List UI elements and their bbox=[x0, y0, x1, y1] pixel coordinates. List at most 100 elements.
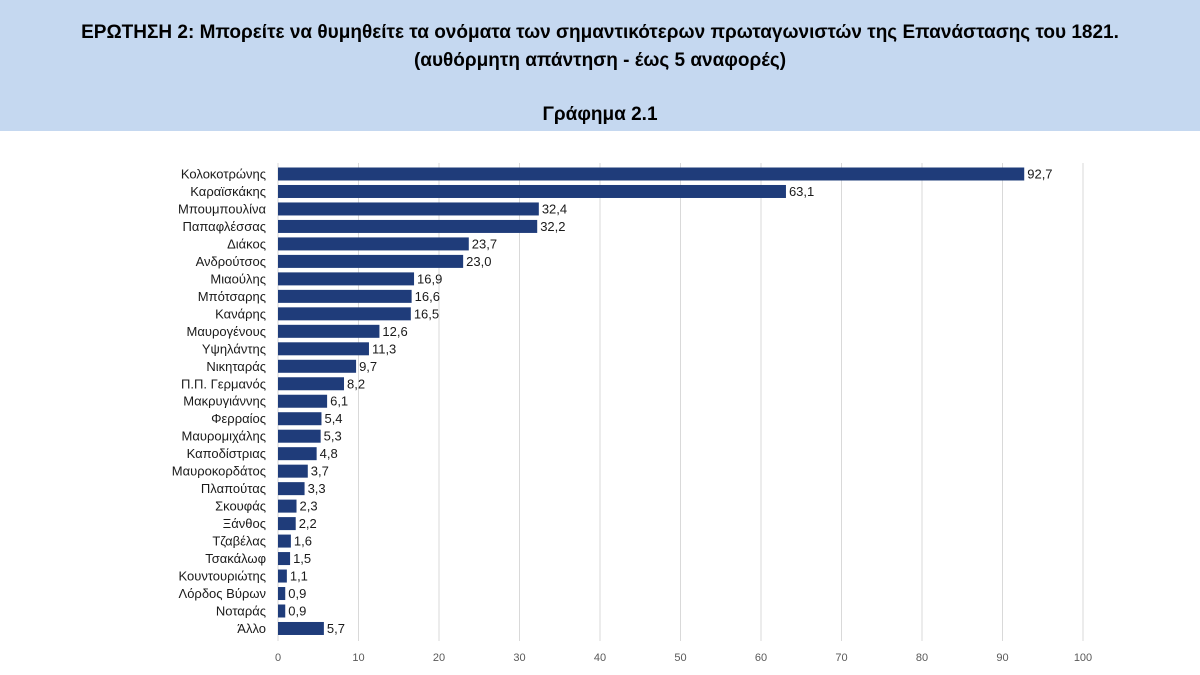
category-label: Κανάρης bbox=[215, 306, 266, 321]
data-label: 0,9 bbox=[288, 586, 306, 601]
category-label: Καποδίστριας bbox=[187, 446, 266, 461]
bar bbox=[278, 587, 286, 601]
bar bbox=[278, 621, 324, 635]
bar bbox=[278, 237, 469, 251]
data-label: 5,4 bbox=[324, 411, 342, 426]
data-label: 11,3 bbox=[372, 341, 396, 356]
x-tick-label: 70 bbox=[835, 652, 847, 664]
x-tick-label: 60 bbox=[755, 652, 767, 664]
bar bbox=[278, 534, 291, 548]
category-label: Μπουμπουλίνα bbox=[178, 201, 266, 216]
category-label: Μαυροκορδάτος bbox=[172, 464, 266, 479]
category-label: Σκουφάς bbox=[215, 499, 266, 514]
category-label: Τζαβέλας bbox=[212, 534, 266, 549]
data-label: 23,0 bbox=[466, 254, 491, 269]
bar bbox=[278, 412, 322, 426]
bar bbox=[278, 272, 415, 286]
graph-label: Γράφημα 2.1 bbox=[542, 104, 658, 125]
data-label: 1,1 bbox=[290, 569, 308, 584]
category-label: Παπαφλέσσας bbox=[182, 219, 266, 234]
header-banner: ΕΡΩΤΗΣΗ 2: Μπορείτε να θυμηθείτε τα ονόμ… bbox=[0, 0, 1200, 131]
bar bbox=[278, 569, 287, 583]
category-label: Υψηλάντης bbox=[202, 341, 266, 356]
x-tick-label: 40 bbox=[594, 652, 606, 664]
data-label: 0,9 bbox=[288, 604, 306, 619]
x-tick-label: 100 bbox=[1074, 652, 1092, 664]
category-label: Πλαπούτας bbox=[201, 481, 266, 496]
question-title: ΕΡΩΤΗΣΗ 2: Μπορείτε να θυμηθείτε τα ονόμ… bbox=[81, 22, 1119, 43]
bar bbox=[278, 184, 786, 198]
data-label: 5,3 bbox=[324, 429, 342, 444]
category-label: Καραϊσκάκης bbox=[190, 184, 266, 199]
data-label: 1,6 bbox=[294, 534, 312, 549]
category-label: Μιαούλης bbox=[210, 271, 266, 286]
data-label: 92,7 bbox=[1027, 167, 1052, 182]
data-label: 8,2 bbox=[347, 376, 365, 391]
bar bbox=[278, 552, 291, 566]
data-label: 23,7 bbox=[472, 236, 497, 251]
x-tick-label: 50 bbox=[674, 652, 686, 664]
category-label: Νοταράς bbox=[216, 604, 266, 619]
data-label: 2,3 bbox=[300, 499, 318, 514]
category-label: Διάκος bbox=[227, 236, 266, 251]
category-label: Π.Π. Γερμανός bbox=[181, 376, 266, 391]
category-label: Μαυρογένους bbox=[187, 324, 266, 339]
category-label: Μακρυγιάννης bbox=[183, 394, 266, 409]
bar bbox=[278, 464, 308, 478]
x-tick-label: 90 bbox=[996, 652, 1008, 664]
category-label: Λόρδος Βύρων bbox=[179, 586, 266, 601]
category-label: Μπότσαρης bbox=[198, 289, 266, 304]
data-label: 3,7 bbox=[311, 464, 329, 479]
category-label: Φερραίος bbox=[211, 411, 266, 426]
category-label: Κολοκοτρώνης bbox=[181, 167, 266, 182]
x-tick-label: 80 bbox=[916, 652, 928, 664]
x-tick-label: 10 bbox=[352, 652, 364, 664]
bar bbox=[278, 254, 464, 268]
data-label: 32,2 bbox=[540, 219, 565, 234]
bar bbox=[278, 604, 286, 618]
data-label: 5,7 bbox=[327, 621, 345, 636]
bar bbox=[278, 499, 297, 513]
data-label: 63,1 bbox=[789, 184, 814, 199]
data-label: 9,7 bbox=[359, 359, 377, 374]
data-label: 2,2 bbox=[299, 516, 317, 531]
data-label: 1,5 bbox=[293, 551, 311, 566]
category-label: Ξάνθος bbox=[223, 516, 266, 531]
bar bbox=[278, 482, 305, 496]
bar bbox=[278, 429, 321, 443]
bar bbox=[278, 307, 411, 321]
bar bbox=[278, 202, 539, 216]
x-tick-label: 30 bbox=[513, 652, 525, 664]
data-label: 32,4 bbox=[542, 201, 567, 216]
category-label: Τσακάλωφ bbox=[205, 551, 266, 566]
category-label: Μαυρομιχάλης bbox=[182, 429, 266, 444]
data-label: 12,6 bbox=[382, 324, 407, 339]
gridlines bbox=[277, 163, 1084, 641]
bar-chart: 0 10 20 30 40 50 60 70 80 90 100 Κολοκοτρώνης 92,7 Κα… bbox=[172, 163, 1092, 665]
labels: 0 10 20 30 40 50 60 70 80 90 100 Κολοκοτρώνης 92,7 Κα… bbox=[172, 167, 1092, 665]
x-tick-label: 0 bbox=[275, 652, 281, 664]
data-label: 16,5 bbox=[414, 306, 439, 321]
bar bbox=[278, 342, 369, 356]
bar bbox=[278, 517, 296, 531]
data-label: 16,9 bbox=[417, 271, 442, 286]
data-label: 3,3 bbox=[308, 481, 326, 496]
bar bbox=[278, 447, 317, 461]
bar bbox=[278, 377, 345, 391]
data-label: 16,6 bbox=[415, 289, 440, 304]
bar bbox=[278, 167, 1025, 181]
category-label: Νικηταράς bbox=[206, 359, 266, 374]
bar bbox=[278, 289, 412, 303]
bar bbox=[278, 324, 380, 338]
bar bbox=[278, 359, 357, 373]
category-label: Ανδρούτσος bbox=[196, 254, 266, 269]
bar bbox=[278, 219, 538, 233]
bar bbox=[278, 394, 328, 408]
category-label: Άλλο bbox=[237, 621, 266, 636]
question-subtitle: (αυθόρμητη απάντηση - έως 5 αναφορές) bbox=[413, 50, 787, 71]
x-tick-label: 20 bbox=[433, 652, 445, 664]
data-label: 4,8 bbox=[320, 446, 338, 461]
category-label: Κουντουριώτης bbox=[178, 569, 266, 584]
bars bbox=[278, 167, 1025, 635]
data-label: 6,1 bbox=[330, 394, 348, 409]
